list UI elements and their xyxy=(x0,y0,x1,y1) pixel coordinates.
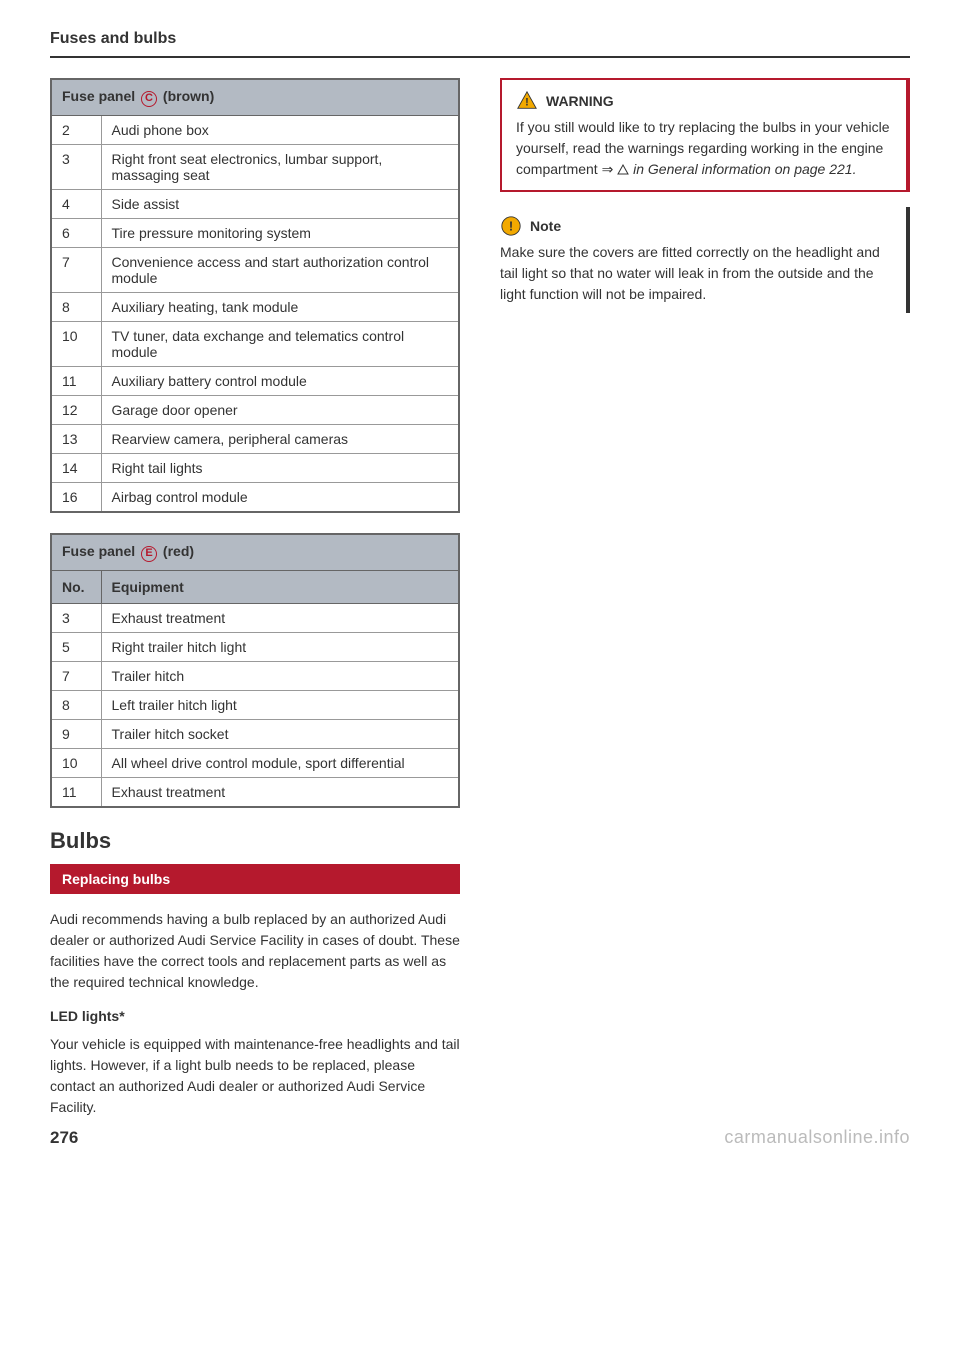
bulbs-heading: Bulbs xyxy=(50,828,460,854)
fuse-number: 7 xyxy=(51,662,101,691)
fuse-table-e: Fuse panel E (red) No. Equipment 3Exhaus… xyxy=(50,533,460,808)
fuse-number: 8 xyxy=(51,691,101,720)
note-circle-icon: ! xyxy=(500,215,522,237)
fuse-equipment: Airbag control module xyxy=(101,483,459,513)
fuse-equipment: Garage door opener xyxy=(101,396,459,425)
note-header: ! Note xyxy=(500,215,892,237)
fuse-equipment: All wheel drive control module, sport di… xyxy=(101,749,459,778)
fuse-equipment: Right tail lights xyxy=(101,454,459,483)
fuse-number: 14 xyxy=(51,454,101,483)
fuse-number: 3 xyxy=(51,604,101,633)
table-e-suffix: (red) xyxy=(159,543,194,559)
fuse-table-c: Fuse panel C (brown) 2Audi phone box3Rig… xyxy=(50,78,460,513)
fuse-number: 9 xyxy=(51,720,101,749)
fuse-number: 11 xyxy=(51,778,101,808)
warning-text: If you still would like to try replacing… xyxy=(516,117,892,180)
table-c-prefix: Fuse panel xyxy=(62,88,139,104)
fuse-equipment: TV tuner, data exchange and telematics c… xyxy=(101,322,459,367)
warning-header: ! WARNING xyxy=(516,90,892,112)
table-row: 7Convenience access and start authorizat… xyxy=(51,248,459,293)
table-e-prefix: Fuse panel xyxy=(62,543,139,559)
fuse-equipment: Trailer hitch xyxy=(101,662,459,691)
fuse-number: 10 xyxy=(51,322,101,367)
warning-triangle-icon: ! xyxy=(516,90,538,112)
fuse-equipment: Exhaust treatment xyxy=(101,778,459,808)
fuse-number: 3 xyxy=(51,145,101,190)
fuse-number: 6 xyxy=(51,219,101,248)
left-column: Fuse panel C (brown) 2Audi phone box3Rig… xyxy=(50,78,460,1133)
svg-text:!: ! xyxy=(509,219,513,234)
bulbs-para1: Audi recommends having a bulb replaced b… xyxy=(50,909,460,993)
content-columns: Fuse panel C (brown) 2Audi phone box3Rig… xyxy=(50,78,910,1133)
panel-letter-c: C xyxy=(141,91,157,107)
note-box: ! Note Make sure the covers are fitted c… xyxy=(500,207,910,313)
panel-letter-e: E xyxy=(141,546,157,562)
table-row: 8Left trailer hitch light xyxy=(51,691,459,720)
table-row: 4Side assist xyxy=(51,190,459,219)
table-row: 16Airbag control module xyxy=(51,483,459,513)
right-column: ! WARNING If you still would like to try… xyxy=(500,78,910,1133)
fuse-equipment: Rearview camera, peripheral cameras xyxy=(101,425,459,454)
fuse-number: 12 xyxy=(51,396,101,425)
watermark: carmanualsonline.info xyxy=(724,1127,910,1148)
fuse-number: 2 xyxy=(51,116,101,145)
fuse-equipment: Trailer hitch socket xyxy=(101,720,459,749)
fuse-equipment: Exhaust treatment xyxy=(101,604,459,633)
table-row: 3Exhaust treatment xyxy=(51,604,459,633)
fuse-equipment: Left trailer hitch light xyxy=(101,691,459,720)
bulbs-para2: Your vehicle is equipped with maintenanc… xyxy=(50,1034,460,1118)
fuse-equipment: Auxiliary heating, tank module xyxy=(101,293,459,322)
warning-title: WARNING xyxy=(546,91,614,112)
table-row: 9Trailer hitch socket xyxy=(51,720,459,749)
fuse-number: 5 xyxy=(51,633,101,662)
inline-warning-icon xyxy=(617,164,629,176)
fuse-equipment: Convenience access and start authorizati… xyxy=(101,248,459,293)
replacing-bulbs-banner: Replacing bulbs xyxy=(50,864,460,894)
table-row: 7Trailer hitch xyxy=(51,662,459,691)
fuse-number: 16 xyxy=(51,483,101,513)
table-row: 8Auxiliary heating, tank module xyxy=(51,293,459,322)
fuse-equipment: Auxiliary battery control module xyxy=(101,367,459,396)
warning-italic: in General information on page 221. xyxy=(629,161,856,177)
table-e-col-eq: Equipment xyxy=(101,571,459,604)
table-row: 5Right trailer hitch light xyxy=(51,633,459,662)
table-row: 3Right front seat electronics, lumbar su… xyxy=(51,145,459,190)
svg-text:!: ! xyxy=(525,97,529,109)
fuse-number: 4 xyxy=(51,190,101,219)
table-c-suffix: (brown) xyxy=(159,88,214,104)
note-title: Note xyxy=(530,216,561,237)
table-row: 11Exhaust treatment xyxy=(51,778,459,808)
table-row: 2Audi phone box xyxy=(51,116,459,145)
table-row: 11Auxiliary battery control module xyxy=(51,367,459,396)
fuse-equipment: Side assist xyxy=(101,190,459,219)
fuse-number: 8 xyxy=(51,293,101,322)
table-e-col-no: No. xyxy=(51,571,101,604)
fuse-number: 10 xyxy=(51,749,101,778)
fuse-number: 7 xyxy=(51,248,101,293)
led-lights-sub: LED lights* xyxy=(50,1008,460,1024)
table-row: 12Garage door opener xyxy=(51,396,459,425)
warning-box: ! WARNING If you still would like to try… xyxy=(500,78,910,192)
table-row: 10All wheel drive control module, sport … xyxy=(51,749,459,778)
fuse-number: 11 xyxy=(51,367,101,396)
fuse-equipment: Tire pressure monitoring system xyxy=(101,219,459,248)
table-row: 13Rearview camera, peripheral cameras xyxy=(51,425,459,454)
note-text: Make sure the covers are fitted correctl… xyxy=(500,242,892,305)
table-c-header: Fuse panel C (brown) xyxy=(51,79,459,116)
fuse-equipment: Right trailer hitch light xyxy=(101,633,459,662)
fuse-equipment: Audi phone box xyxy=(101,116,459,145)
table-e-header: Fuse panel E (red) xyxy=(51,534,459,571)
table-row: 14Right tail lights xyxy=(51,454,459,483)
table-row: 10TV tuner, data exchange and telematics… xyxy=(51,322,459,367)
page-number: 276 xyxy=(50,1128,78,1148)
fuse-number: 13 xyxy=(51,425,101,454)
fuse-equipment: Right front seat electronics, lumbar sup… xyxy=(101,145,459,190)
page-header: Fuses and bulbs xyxy=(50,30,910,58)
table-row: 6Tire pressure monitoring system xyxy=(51,219,459,248)
